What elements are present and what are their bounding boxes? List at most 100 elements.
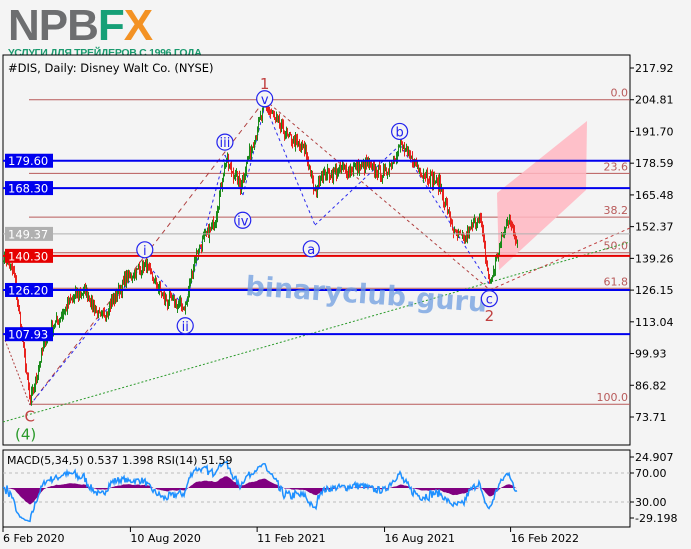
candle-body xyxy=(147,264,148,273)
candle-body xyxy=(184,306,185,311)
candle-body xyxy=(66,306,67,310)
fib-label: 23.6 xyxy=(604,160,629,173)
candle-body xyxy=(416,162,417,167)
candle-body xyxy=(34,386,35,391)
candle-body xyxy=(485,244,486,259)
candle-body xyxy=(479,214,480,223)
candle-body xyxy=(268,110,269,112)
candle-body xyxy=(199,245,200,253)
candle-body xyxy=(489,277,490,283)
candle-body xyxy=(347,174,348,176)
candle-body xyxy=(63,313,64,315)
candle-body xyxy=(331,171,332,178)
candle-body xyxy=(150,266,151,269)
candle-body xyxy=(214,225,215,229)
candle-body xyxy=(484,237,485,245)
candle-body xyxy=(338,168,339,174)
candle-body xyxy=(201,246,202,250)
candle-body xyxy=(269,111,270,113)
candle-body xyxy=(163,293,164,295)
candle-body xyxy=(450,213,451,223)
candle-body xyxy=(507,221,508,224)
candle-body xyxy=(452,224,453,230)
candle-body xyxy=(430,173,431,184)
candle-body xyxy=(226,162,227,164)
candle-body xyxy=(486,258,487,262)
candle-body xyxy=(323,172,324,181)
candle-body xyxy=(461,234,462,236)
x-tick-label: 16 Aug 2021 xyxy=(385,532,455,545)
wave-label: C xyxy=(24,408,34,426)
candle-body xyxy=(429,181,430,184)
level-price-label: 140.30 xyxy=(8,249,48,263)
candle-body xyxy=(399,146,400,148)
candle-body xyxy=(322,176,323,181)
candle-body xyxy=(335,168,336,172)
candle-body xyxy=(167,301,168,305)
candle-body xyxy=(502,235,503,237)
candle-body xyxy=(267,106,268,111)
candle-body xyxy=(59,318,60,324)
candle-body xyxy=(270,111,271,113)
candle-body xyxy=(280,126,281,128)
level-price-label: 168.30 xyxy=(8,182,48,196)
candle-body xyxy=(234,178,235,180)
candle-body xyxy=(408,149,409,151)
y-tick-label: 204.81 xyxy=(635,94,674,107)
chart-title: #DIS, Daily: Disney Walt Co. (NYSE) xyxy=(8,61,214,75)
candle-body xyxy=(169,295,170,304)
candle-body xyxy=(110,304,111,308)
candle-body xyxy=(346,168,347,175)
level-price-box xyxy=(5,181,53,196)
candle-body xyxy=(431,173,432,175)
wave-label: a xyxy=(307,243,315,258)
candle-body xyxy=(363,161,364,164)
candle-body xyxy=(442,188,443,195)
candle-body xyxy=(293,137,294,144)
candle-body xyxy=(448,209,449,214)
candle-body xyxy=(173,297,174,299)
candle-body xyxy=(219,193,220,207)
candle-body xyxy=(250,148,251,157)
fib-label: 100.0 xyxy=(597,391,629,404)
candle-body xyxy=(426,173,427,178)
candle-body xyxy=(79,293,80,298)
candle-body xyxy=(215,223,216,226)
candle-body xyxy=(287,131,288,134)
wave-line-blue xyxy=(264,104,316,226)
candle-body xyxy=(30,395,31,401)
candle-body xyxy=(370,162,371,165)
x-tick-label: 11 Feb 2021 xyxy=(257,532,325,545)
wave-label: iii xyxy=(220,136,231,151)
candle-body xyxy=(231,165,232,172)
candle-body xyxy=(443,194,444,203)
candle-body xyxy=(377,174,378,176)
candle-body xyxy=(404,146,405,152)
candle-body xyxy=(339,165,340,169)
candle-body xyxy=(25,352,26,370)
candle-body xyxy=(312,173,313,179)
candle-body xyxy=(444,202,445,205)
x-tick-label: 6 Feb 2020 xyxy=(3,532,64,545)
candle-body xyxy=(27,372,28,376)
candle-body xyxy=(94,303,95,312)
candle-body xyxy=(144,263,145,271)
candle-body xyxy=(26,369,27,373)
candle-body xyxy=(195,258,196,260)
candle-body xyxy=(351,167,352,172)
wave-circle xyxy=(256,90,274,108)
candle-body xyxy=(373,163,374,165)
candle-body xyxy=(157,286,158,290)
candle-body xyxy=(318,177,319,189)
candle-body xyxy=(277,116,278,119)
candle-body xyxy=(281,123,282,128)
candle-body xyxy=(249,148,250,159)
fib-label: 38.2 xyxy=(604,204,629,217)
candle-body xyxy=(303,143,304,147)
candle-body xyxy=(378,166,379,176)
candle-body xyxy=(421,174,422,177)
candle-body xyxy=(355,163,356,167)
candle-body xyxy=(193,267,194,276)
candle-body xyxy=(437,177,438,180)
